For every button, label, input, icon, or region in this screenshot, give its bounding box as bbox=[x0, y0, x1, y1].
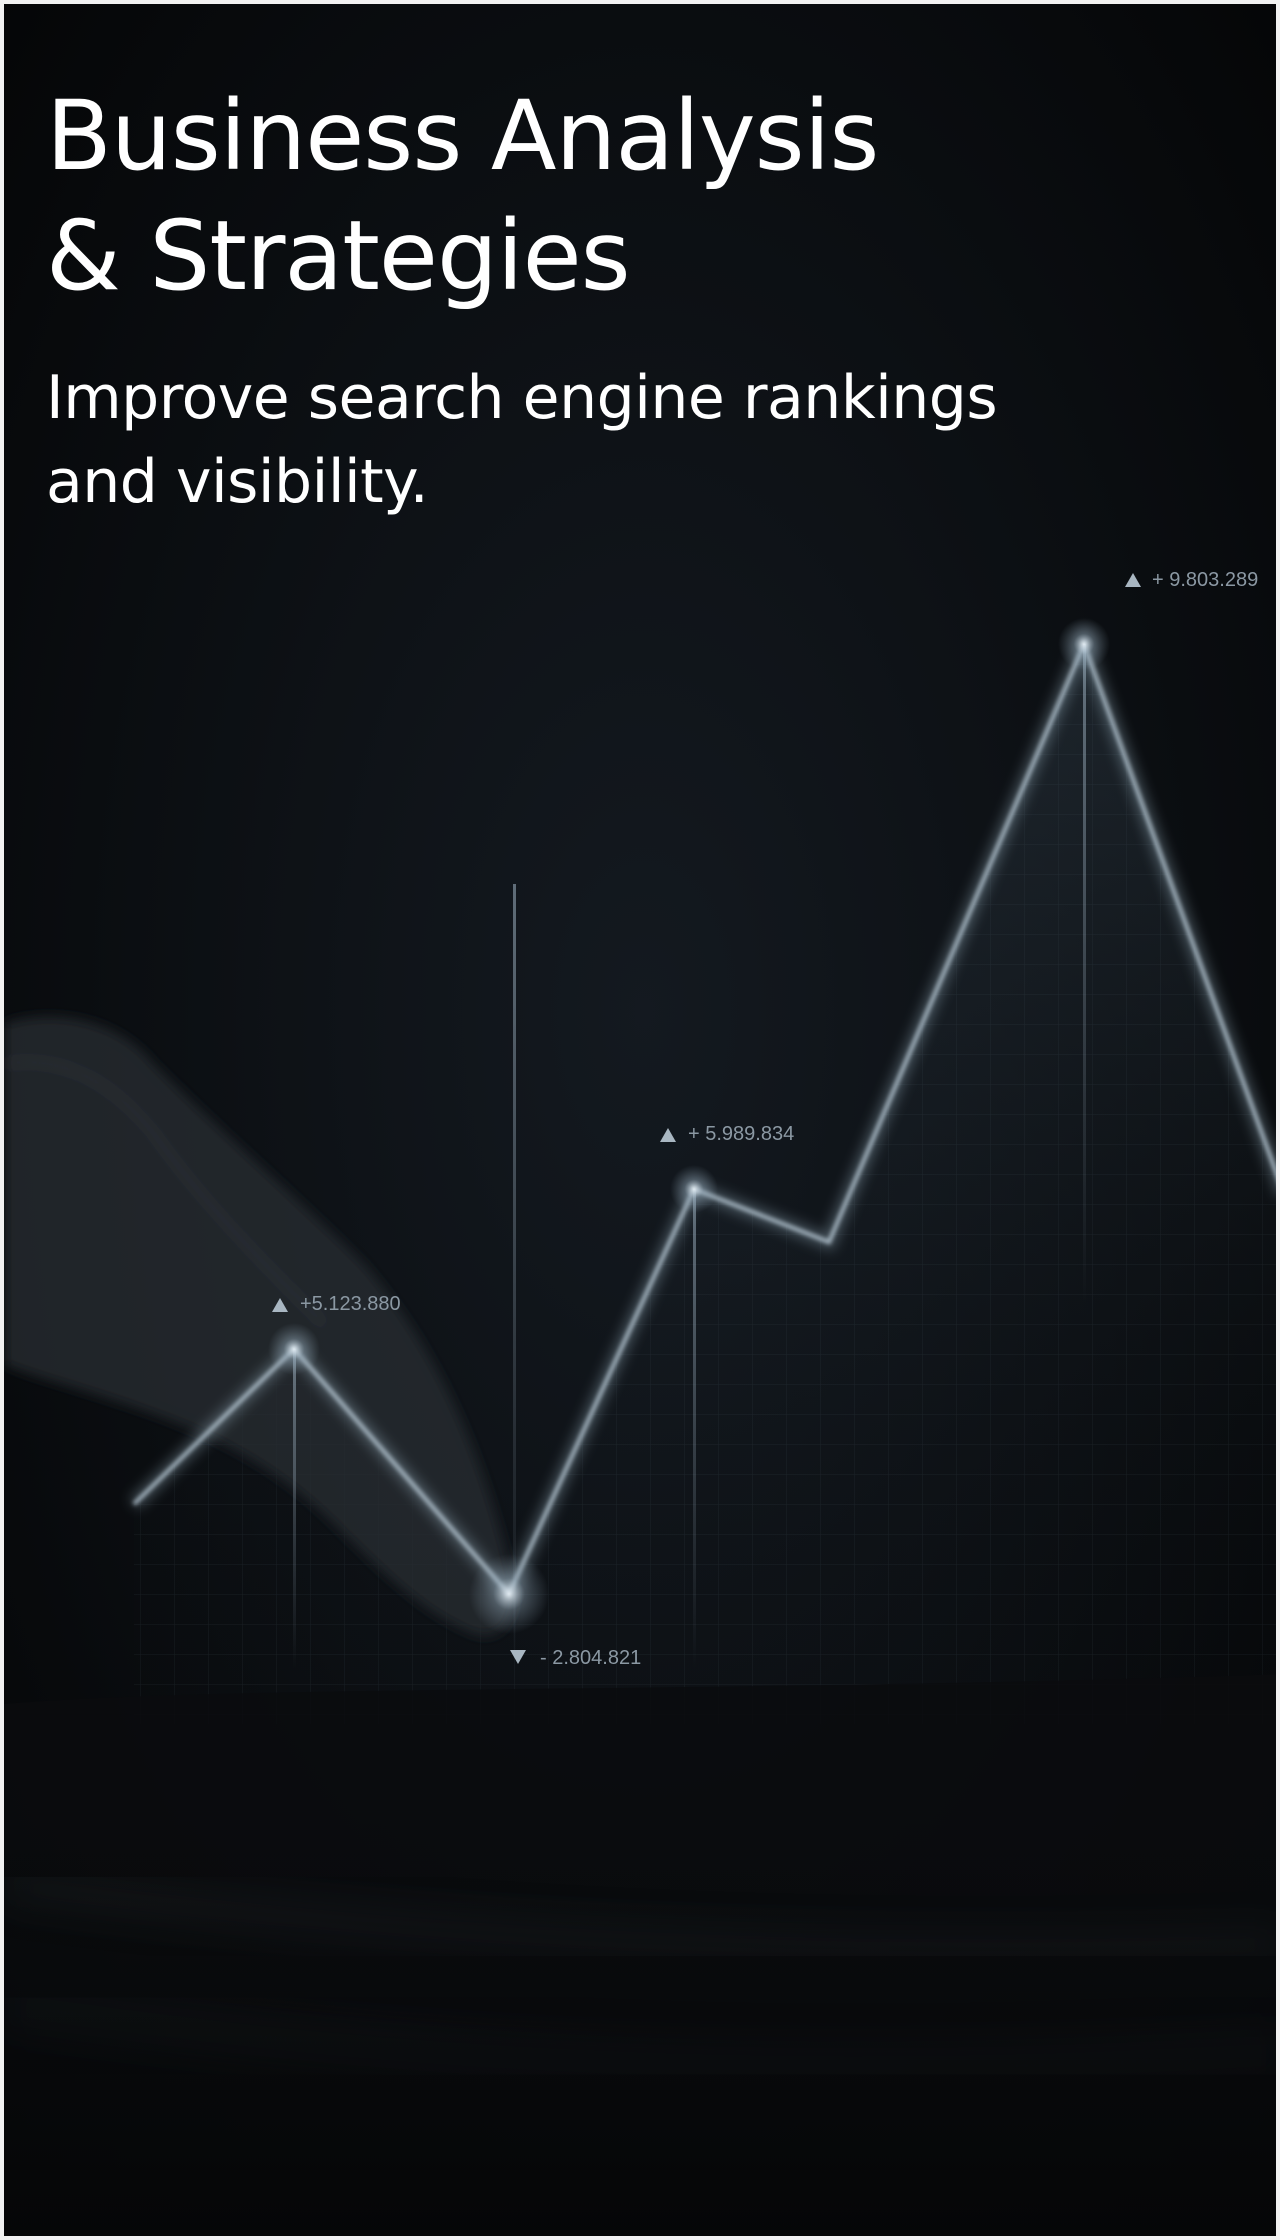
hand-silhouette bbox=[4, 1016, 515, 1636]
svg-text:+ 9.803.289: + 9.803.289 bbox=[1152, 569, 1258, 591]
page-subtitle: Improve search engine rankings and visib… bbox=[46, 356, 998, 524]
chart-label-peak2: + 5.989.834 bbox=[660, 1123, 794, 1145]
chart-label-peak3: + 9.803.289 bbox=[1125, 569, 1258, 591]
page-title: Business Analysis & Strategies bbox=[46, 76, 879, 316]
svg-text:- 2.804.821: - 2.804.821 bbox=[540, 1647, 641, 1669]
up-triangle-icon bbox=[660, 1128, 676, 1142]
subtitle-line-1: Improve search engine rankings bbox=[46, 363, 998, 433]
background-chart-illustration: +5.123.880 - 2.804.821 + 5.989.834 + 9.8… bbox=[4, 4, 1276, 2236]
chart-label-trough: - 2.804.821 bbox=[510, 1647, 641, 1669]
chart-label-peak1: +5.123.880 bbox=[272, 1293, 401, 1315]
title-line-2: & Strategies bbox=[46, 200, 631, 312]
chart-point-glows bbox=[268, 618, 1110, 1634]
svg-text:+5.123.880: +5.123.880 bbox=[300, 1293, 401, 1315]
subtitle-line-2: and visibility. bbox=[46, 447, 429, 517]
up-triangle-icon bbox=[1125, 573, 1141, 587]
svg-text:+ 5.989.834: + 5.989.834 bbox=[688, 1123, 794, 1145]
down-triangle-icon bbox=[510, 1650, 526, 1664]
vertical-guide-lines bbox=[293, 644, 1086, 1669]
title-line-1: Business Analysis bbox=[46, 80, 879, 192]
up-triangle-icon bbox=[272, 1298, 288, 1312]
